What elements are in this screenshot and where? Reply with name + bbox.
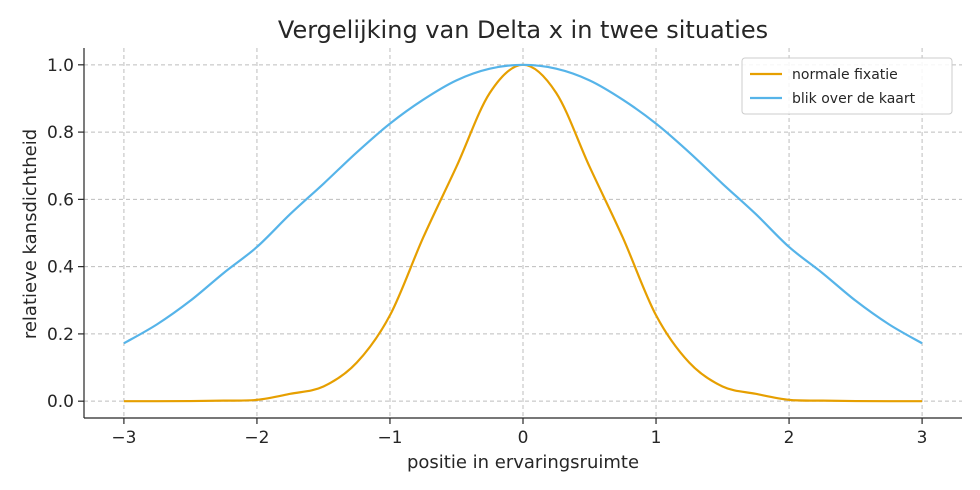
y-tick-label: 0.2 bbox=[47, 325, 74, 345]
x-axis-ticks: −3 −2 −1 0 1 2 3 bbox=[111, 418, 928, 448]
y-tick-label: 0.6 bbox=[47, 190, 74, 210]
y-tick-label: 0.8 bbox=[47, 123, 74, 143]
legend-box bbox=[741, 57, 953, 115]
legend: normale fixatie blik over de kaart bbox=[741, 57, 953, 115]
x-tick-label: 3 bbox=[917, 428, 928, 448]
x-tick-label: 2 bbox=[784, 428, 795, 448]
y-axis-ticks: 0.0 0.2 0.4 0.6 0.8 1.0 bbox=[47, 56, 84, 412]
y-tick-label: 1.0 bbox=[47, 56, 74, 76]
y-axis-label: relatieve kansdichtheid bbox=[20, 129, 41, 339]
legend-label: normale fixatie bbox=[792, 67, 898, 83]
x-tick-label: −1 bbox=[377, 428, 402, 448]
chart-title: Vergelijking van Delta x in twee situati… bbox=[278, 16, 768, 44]
legend-label: blik over de kaart bbox=[792, 91, 916, 107]
x-tick-label: −3 bbox=[111, 428, 136, 448]
x-tick-label: 1 bbox=[651, 428, 662, 448]
y-tick-label: 0.4 bbox=[47, 258, 74, 278]
x-tick-label: 0 bbox=[518, 428, 529, 448]
x-axis-label: positie in ervaringsruimte bbox=[407, 452, 639, 473]
series-line-2 bbox=[123, 63, 923, 345]
x-tick-label: −2 bbox=[244, 428, 269, 448]
y-tick-label: 0.0 bbox=[47, 392, 74, 412]
plot-series bbox=[123, 63, 923, 403]
